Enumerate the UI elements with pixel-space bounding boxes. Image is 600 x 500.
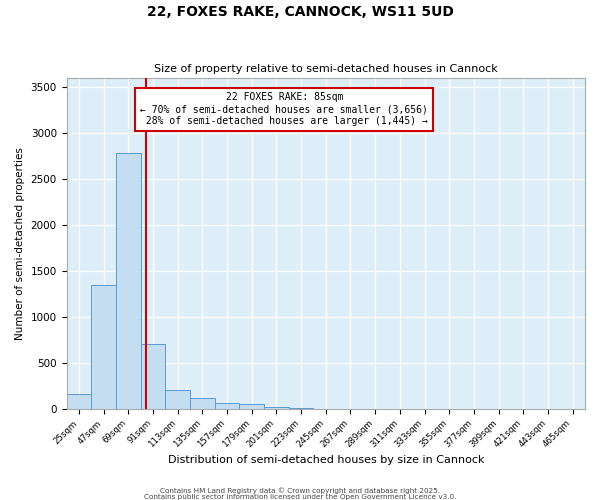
Bar: [215, 403, 239, 408]
X-axis label: Distribution of semi-detached houses by size in Cannock: Distribution of semi-detached houses by …: [167, 455, 484, 465]
Y-axis label: Number of semi-detached properties: Number of semi-detached properties: [15, 146, 25, 340]
Text: Contains public sector information licensed under the Open Government Licence v3: Contains public sector information licen…: [144, 494, 456, 500]
Bar: [67, 394, 91, 408]
Text: 22, FOXES RAKE, CANNOCK, WS11 5UD: 22, FOXES RAKE, CANNOCK, WS11 5UD: [146, 5, 454, 19]
Title: Size of property relative to semi-detached houses in Cannock: Size of property relative to semi-detach…: [154, 64, 497, 74]
Bar: [190, 398, 215, 408]
Bar: [140, 344, 165, 408]
Bar: [116, 153, 140, 408]
Bar: [91, 284, 116, 408]
Text: 22 FOXES RAKE: 85sqm
← 70% of semi-detached houses are smaller (3,656)
 28% of s: 22 FOXES RAKE: 85sqm ← 70% of semi-detac…: [140, 92, 428, 126]
Bar: [165, 390, 190, 408]
Bar: [264, 407, 289, 408]
Text: Contains HM Land Registry data © Crown copyright and database right 2025.: Contains HM Land Registry data © Crown c…: [160, 487, 440, 494]
Bar: [239, 404, 264, 408]
